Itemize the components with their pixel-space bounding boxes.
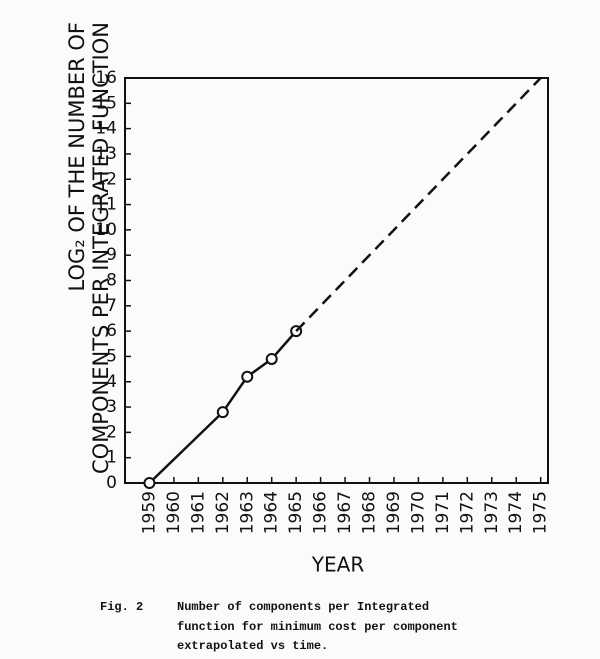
plot-frame [124,77,549,484]
y-tick-label: 6 [106,321,117,341]
x-tick-label: 1961 [188,491,208,534]
caption: extrapolated vs time. [177,639,328,653]
x-tick-label: 1964 [262,491,282,534]
x-tick-label: 1971 [433,491,453,534]
x-tick-label: 1968 [360,491,380,534]
y-axis-label: COMPONENTS PER INTEGRATED FUNCTION [89,22,113,474]
caption: Number of components per Integrated [177,600,429,614]
y-tick-label: 2 [106,422,117,442]
x-tick-label: 1969 [384,491,404,534]
y-tick-label: 4 [106,372,117,392]
y-tick-label: 10 [95,220,117,240]
y-tick-label: 12 [95,169,117,189]
y-axis-label: LOG₂ OF THE NUMBER OF [65,22,89,291]
x-tick-label: 1962 [213,491,233,534]
y-tick-label: 3 [106,397,117,417]
y-tick-label: 16 [95,68,117,88]
point [265,352,278,365]
y-tick-label: 14 [95,119,117,139]
y-tick-label: 13 [95,144,117,164]
x-tick-label: 1959 [139,491,159,534]
y-tick-label: 11 [95,195,117,215]
y-tick-label: 8 [106,271,117,291]
x-tick-label: 1972 [457,491,477,534]
x-tick-label: 1967 [335,491,355,534]
x-tick-label: 1973 [482,491,502,534]
y-tick-label: 1 [106,448,117,468]
y-tick-label: 9 [106,245,117,265]
x-tick-label: 1970 [408,491,428,534]
x-tick-label: 1975 [531,491,551,534]
y-tick-label: 5 [106,346,117,366]
point [241,370,254,383]
caption-label: Fig. 2 [100,600,143,614]
x-axis-label: YEAR [311,553,365,577]
x-tick-label: 1966 [311,491,331,534]
caption: function for minimum cost per component [177,620,458,634]
series-line [295,77,542,332]
y-tick-label: 0 [106,473,117,493]
point [216,406,229,419]
x-tick-label: 1960 [164,491,184,534]
y-tick-label: 7 [106,296,117,316]
y-tick-label: 15 [95,93,117,113]
point [143,477,156,489]
x-tick-label: 1974 [506,491,526,534]
x-tick-label: 1963 [237,491,257,534]
x-tick-label: 1965 [286,491,306,534]
